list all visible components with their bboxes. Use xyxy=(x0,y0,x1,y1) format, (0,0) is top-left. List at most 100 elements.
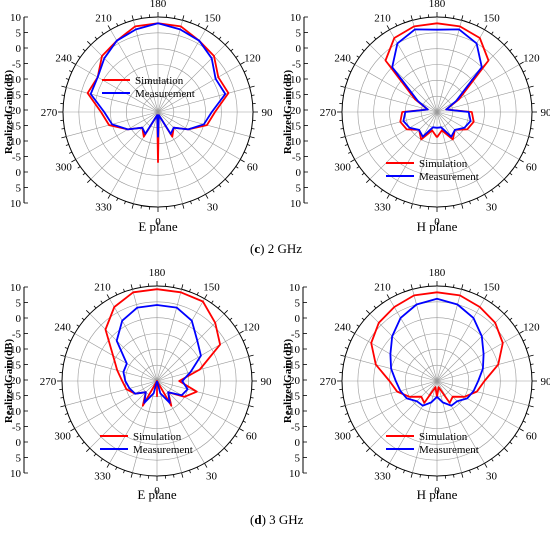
angle-label-120: 120 xyxy=(244,53,261,65)
angle-tick xyxy=(116,292,117,295)
angle-label-120: 120 xyxy=(243,322,260,334)
angle-tick xyxy=(108,194,111,198)
angle-tick xyxy=(523,340,526,341)
angle-tick xyxy=(345,78,348,79)
angle-tick xyxy=(485,25,488,29)
angle-label-90: 90 xyxy=(261,376,273,388)
angle-tick xyxy=(249,355,254,356)
polar-chart-1: 03060901201501802102402703003301050-5-10… xyxy=(3,0,273,234)
angle-tick xyxy=(485,463,488,467)
angle-tick xyxy=(218,306,220,308)
grid-spoke xyxy=(370,45,437,112)
angle-tick xyxy=(531,364,534,365)
angle-tick xyxy=(348,340,351,341)
radial-tick-label: -5 xyxy=(291,329,301,341)
angle-tick xyxy=(108,25,111,29)
angle-tick xyxy=(462,284,463,289)
angle-label-330: 330 xyxy=(95,201,112,213)
angle-tick xyxy=(131,284,132,289)
legend-label-simulation: Simulation xyxy=(419,431,468,443)
angle-tick xyxy=(531,95,534,96)
angle-tick xyxy=(403,20,404,23)
angle-tick xyxy=(197,467,198,470)
angle-tick xyxy=(243,421,246,422)
angle-tick xyxy=(453,15,454,18)
angle-tick xyxy=(420,284,421,287)
angle-tick xyxy=(206,25,209,29)
angle-tick xyxy=(510,442,512,444)
angle-tick xyxy=(94,306,96,308)
angle-tick xyxy=(350,429,354,432)
angle-tick xyxy=(348,71,351,72)
radial-tick-label: -5 xyxy=(292,59,302,71)
angle-tick xyxy=(340,86,345,87)
angle-tick xyxy=(101,459,103,461)
angle-tick xyxy=(381,301,383,303)
angle-tick xyxy=(531,128,534,129)
angle-tick xyxy=(66,144,69,145)
angle-tick xyxy=(94,454,96,456)
radial-tick-label: -5 xyxy=(12,329,22,341)
angle-label-240: 240 xyxy=(55,53,72,65)
angle-tick xyxy=(515,56,517,58)
angle-tick xyxy=(498,454,500,456)
angle-tick xyxy=(469,20,470,23)
angle-tick xyxy=(211,301,213,303)
angle-label-30: 30 xyxy=(207,201,219,213)
angle-tick xyxy=(246,413,249,414)
angle-tick xyxy=(396,467,397,470)
angle-label-180: 180 xyxy=(429,0,446,10)
angle-tick xyxy=(531,397,534,398)
angle-tick xyxy=(240,160,244,163)
radial-tick-label: 0 xyxy=(295,437,301,449)
angle-tick xyxy=(251,397,254,398)
radial-tick-label: 5 xyxy=(16,453,22,465)
angle-tick xyxy=(523,152,526,153)
angle-label-330: 330 xyxy=(94,470,111,482)
angle-tick xyxy=(78,166,80,168)
angle-tick xyxy=(453,284,454,287)
angle-tick xyxy=(70,331,74,334)
angle-tick xyxy=(218,454,220,456)
angle-tick xyxy=(65,413,68,414)
angle-tick xyxy=(83,49,85,51)
angle-tick xyxy=(523,71,526,72)
angle-tick xyxy=(250,86,255,87)
angle-label-90: 90 xyxy=(262,107,274,119)
angle-tick xyxy=(396,198,397,201)
angle-tick xyxy=(123,470,124,473)
angle-label-90: 90 xyxy=(541,107,550,119)
angle-tick xyxy=(236,56,238,58)
angle-label-240: 240 xyxy=(54,322,71,334)
angle-tick xyxy=(224,448,228,452)
angle-label-240: 240 xyxy=(334,322,351,334)
radial-tick-label: 5 xyxy=(296,183,302,195)
grid-spoke xyxy=(437,334,519,382)
angle-tick xyxy=(189,470,190,473)
angle-tick xyxy=(231,173,233,175)
angle-tick xyxy=(123,289,124,292)
angle-tick xyxy=(60,397,63,398)
angle-tick xyxy=(526,347,529,348)
angle-tick xyxy=(70,429,74,432)
angle-tick xyxy=(411,15,412,20)
angle-tick xyxy=(60,406,65,407)
angle-tick xyxy=(250,137,255,138)
grid-spoke xyxy=(91,112,158,179)
angle-tick xyxy=(381,32,383,34)
angle-tick xyxy=(519,429,523,432)
angle-label-30: 30 xyxy=(206,470,218,482)
angle-tick xyxy=(77,325,79,327)
angle-tick xyxy=(211,459,213,461)
legend-label-measurement: Measurement xyxy=(419,444,479,456)
angle-tick xyxy=(82,318,84,320)
angle-label-210: 210 xyxy=(374,282,391,294)
caption-suffix: ) 2 GHz xyxy=(260,241,302,256)
angle-tick xyxy=(190,201,191,204)
angle-tick xyxy=(61,128,64,129)
angle-tick xyxy=(140,475,141,478)
angle-tick xyxy=(504,448,508,452)
radial-tick-label: 10 xyxy=(289,282,301,294)
polar-chart-4: 03060901201501802102402703003301050-5-10… xyxy=(282,267,550,502)
angle-tick xyxy=(526,78,529,79)
